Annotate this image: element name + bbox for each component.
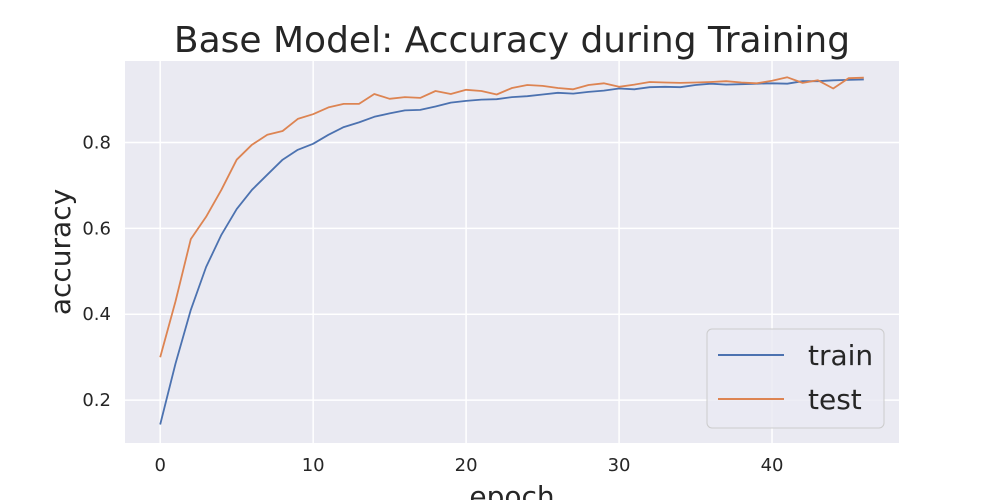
legend-label-train: train [808, 339, 873, 372]
y-tick-label: 0.4 [82, 304, 111, 325]
y-tick-label: 0.2 [82, 390, 111, 411]
series-line-train [159, 78, 864, 425]
series-lines [159, 76, 864, 425]
legend: train test [706, 328, 885, 429]
y-tick-label: 0.8 [82, 133, 111, 154]
x-tick-label: 30 [608, 455, 631, 476]
x-tick-label: 10 [302, 455, 325, 476]
y-axis-label: accuracy [44, 189, 77, 315]
x-axis-label: epoch [469, 480, 554, 500]
chart-title: Base Model: Accuracy during Training [174, 20, 850, 61]
x-tick-label: 40 [761, 455, 784, 476]
y-tick-label: 0.6 [82, 218, 111, 239]
x-tick-label: 0 [154, 455, 165, 476]
legend-label-test: test [808, 383, 862, 416]
x-tick-label: 20 [455, 455, 478, 476]
legend-box [706, 328, 885, 429]
series-line-test [159, 76, 864, 358]
tick-labels: 0 10 20 30 40 0.2 0.4 0.6 0.8 [82, 133, 783, 476]
